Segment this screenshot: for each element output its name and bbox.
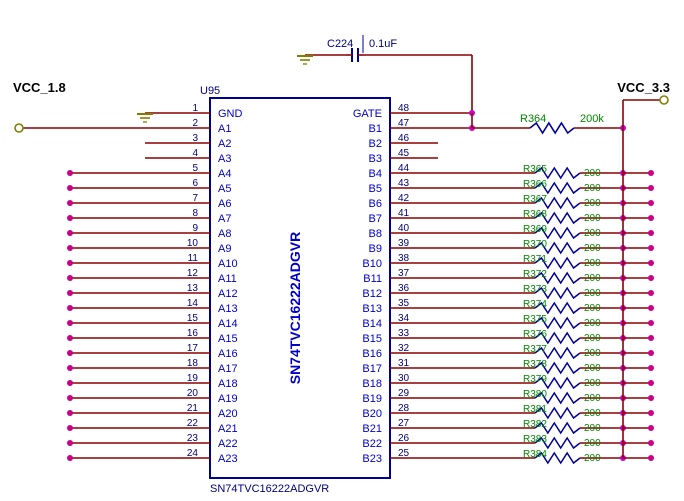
svg-text:R376: R376: [523, 329, 547, 340]
svg-text:200: 200: [584, 333, 601, 344]
svg-text:200k: 200k: [580, 113, 604, 125]
svg-text:R381: R381: [523, 404, 547, 415]
svg-text:200: 200: [584, 258, 601, 269]
svg-text:A11: A11: [218, 273, 237, 285]
svg-text:R371: R371: [523, 254, 547, 265]
svg-text:R382: R382: [523, 419, 547, 430]
svg-text:200: 200: [584, 243, 601, 254]
svg-text:A1: A1: [218, 123, 231, 135]
svg-text:B22: B22: [362, 438, 382, 450]
svg-text:B11: B11: [363, 273, 382, 285]
svg-text:A10: A10: [218, 258, 238, 270]
svg-text:R375: R375: [523, 314, 547, 325]
svg-text:B8: B8: [369, 228, 382, 240]
svg-text:A9: A9: [218, 243, 231, 255]
svg-text:R374: R374: [523, 299, 547, 310]
svg-text:200: 200: [584, 303, 601, 314]
svg-text:B1: B1: [369, 123, 382, 135]
svg-text:R365: R365: [523, 164, 547, 175]
svg-text:GATE: GATE: [353, 108, 382, 120]
svg-text:A17: A17: [218, 363, 238, 375]
svg-text:A22: A22: [218, 438, 238, 450]
svg-text:B14: B14: [362, 318, 382, 330]
svg-text:SN74TVC16222ADGVR: SN74TVC16222ADGVR: [210, 483, 329, 495]
svg-text:B17: B17: [362, 363, 382, 375]
svg-text:R377: R377: [523, 344, 547, 355]
svg-text:B18: B18: [362, 378, 382, 390]
svg-text:B23: B23: [362, 453, 382, 465]
svg-text:R384: R384: [523, 449, 547, 460]
svg-text:GND: GND: [218, 108, 243, 120]
svg-text:B13: B13: [362, 303, 382, 315]
svg-text:R367: R367: [523, 194, 547, 205]
svg-text:B4: B4: [369, 168, 382, 180]
svg-text:B19: B19: [362, 393, 382, 405]
svg-text:B16: B16: [362, 348, 382, 360]
svg-text:B2: B2: [369, 138, 382, 150]
svg-text:A12: A12: [218, 288, 238, 300]
svg-text:200: 200: [584, 393, 601, 404]
svg-text:A19: A19: [218, 393, 238, 405]
svg-text:C224: C224: [327, 38, 353, 50]
svg-text:A15: A15: [218, 333, 238, 345]
svg-text:R368: R368: [523, 209, 547, 220]
svg-text:200: 200: [584, 348, 601, 359]
svg-text:A21: A21: [218, 423, 238, 435]
svg-text:A5: A5: [218, 183, 231, 195]
svg-text:B9: B9: [369, 243, 382, 255]
svg-text:200: 200: [584, 453, 601, 464]
svg-text:R378: R378: [523, 359, 547, 370]
svg-text:U95: U95: [200, 85, 220, 97]
svg-text:B3: B3: [369, 153, 382, 165]
svg-text:0.1uF: 0.1uF: [369, 38, 397, 50]
svg-text:A7: A7: [218, 213, 231, 225]
svg-text:A2: A2: [218, 138, 231, 150]
svg-text:200: 200: [584, 438, 601, 449]
svg-text:R366: R366: [523, 179, 547, 190]
svg-text:B21: B21: [362, 423, 382, 435]
svg-text:B7: B7: [369, 213, 382, 225]
svg-text:A14: A14: [218, 318, 238, 330]
svg-text:B15: B15: [362, 333, 382, 345]
svg-text:200: 200: [584, 183, 601, 194]
svg-text:VCC_1.8: VCC_1.8: [13, 80, 66, 95]
svg-text:200: 200: [584, 168, 601, 179]
svg-text:B6: B6: [369, 198, 382, 210]
svg-text:B10: B10: [362, 258, 382, 270]
svg-text:A13: A13: [218, 303, 238, 315]
svg-text:B12: B12: [362, 288, 382, 300]
svg-text:200: 200: [584, 378, 601, 389]
svg-text:A4: A4: [218, 168, 231, 180]
svg-text:R364: R364: [520, 113, 546, 125]
svg-text:B5: B5: [369, 183, 382, 195]
svg-text:200: 200: [584, 288, 601, 299]
svg-text:200: 200: [584, 198, 601, 209]
svg-text:200: 200: [584, 363, 601, 374]
svg-text:200: 200: [584, 318, 601, 329]
svg-text:200: 200: [584, 423, 601, 434]
svg-text:R370: R370: [523, 239, 547, 250]
svg-text:A18: A18: [218, 378, 238, 390]
svg-text:A20: A20: [218, 408, 238, 420]
svg-text:200: 200: [584, 273, 601, 284]
svg-text:R380: R380: [523, 389, 547, 400]
svg-text:R369: R369: [523, 224, 547, 235]
svg-text:B20: B20: [362, 408, 382, 420]
svg-text:VCC_3.3: VCC_3.3: [617, 80, 670, 95]
svg-text:A16: A16: [218, 348, 238, 360]
svg-text:A6: A6: [218, 198, 231, 210]
svg-text:A3: A3: [218, 153, 231, 165]
svg-text:200: 200: [584, 213, 601, 224]
svg-text:R373: R373: [523, 284, 547, 295]
svg-text:R383: R383: [523, 434, 547, 445]
svg-text:R379: R379: [523, 374, 547, 385]
svg-text:R372: R372: [523, 269, 547, 280]
svg-text:SN74TVC16222ADGVR: SN74TVC16222ADGVR: [287, 232, 303, 385]
svg-text:A23: A23: [218, 453, 238, 465]
svg-text:200: 200: [584, 228, 601, 239]
svg-text:200: 200: [584, 408, 601, 419]
svg-text:A8: A8: [218, 228, 231, 240]
